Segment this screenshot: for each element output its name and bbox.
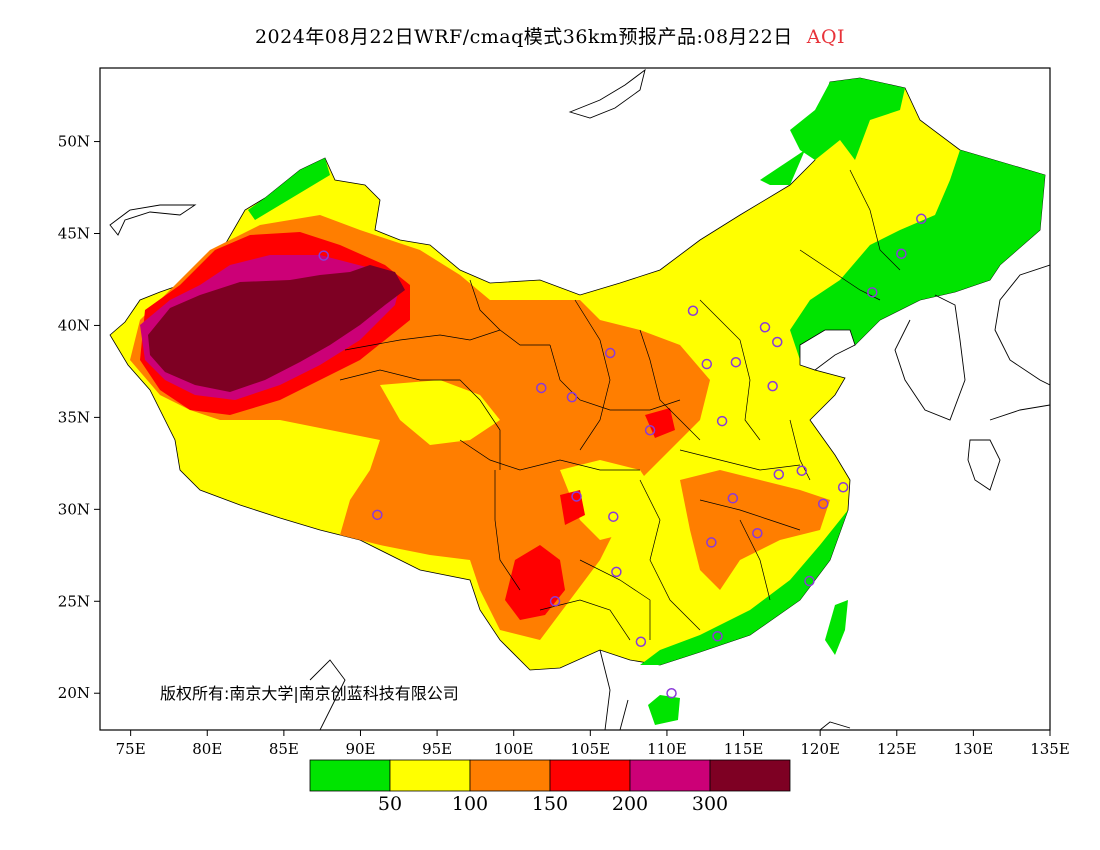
station-marker: [817, 498, 829, 510]
copyright-text: 版权所有:南京大学|南京创蓝科技有限公司: [160, 684, 459, 703]
station-marker: [896, 248, 907, 259]
station-marker: [635, 636, 647, 647]
station-marker: [571, 491, 582, 502]
x-axis-ticks: 75E 80E 85E 90E 95E 100E 105E 110E 115E 120E 125E 1…: [116, 730, 1070, 758]
lake-outline: [109, 204, 197, 236]
x-tick-label: 80E: [192, 740, 222, 758]
x-tick-label: 130E: [954, 740, 994, 758]
station-marker: [706, 537, 717, 548]
station-marker: [804, 575, 815, 587]
station-marker: [566, 391, 578, 403]
kyushu-coast: [967, 439, 1001, 491]
y-tick-label: 20N: [58, 684, 90, 702]
aqi-region-green-nw: [248, 158, 330, 220]
aqi-region-green-taiwan: [825, 600, 848, 655]
aqi-region-red-d: [645, 408, 675, 438]
legend-label: 150: [531, 793, 569, 815]
aqi-region-green-east: [790, 150, 1045, 370]
aqi-region-red-c: [560, 490, 585, 525]
station-marker: [773, 469, 785, 480]
station-marker: [604, 347, 616, 359]
legend-swatch: [549, 759, 631, 792]
map-title: 2024年08月22日WRF/cmaq模式36km预报产品:08月22日 AQI: [0, 22, 1100, 49]
map-frame: [99, 67, 1051, 731]
station-marker: [318, 250, 329, 261]
station-marker: [767, 380, 778, 392]
shikoku-coast: [989, 404, 1050, 421]
far-east-coast: [568, 68, 646, 119]
aqi-region-green-south: [640, 510, 848, 665]
station-marker: [916, 213, 927, 225]
x-tick-label: 105E: [571, 740, 611, 758]
legend-swatch: [629, 759, 711, 792]
x-tick-label: 85E: [269, 740, 299, 758]
station-marker: [867, 287, 878, 298]
y-tick-label: 45N: [58, 225, 90, 243]
x-tick-label: 95E: [422, 740, 452, 758]
station-marker: [372, 509, 383, 521]
color-legend: [309, 759, 791, 792]
aqi-region-green-hainan: [648, 695, 680, 725]
y-tick-label: 50N: [58, 133, 90, 151]
station-marker: [701, 358, 713, 370]
station-marker: [752, 527, 763, 539]
y-tick-label: 30N: [58, 500, 90, 518]
legend-label: 100: [451, 793, 489, 815]
station-marker: [536, 382, 547, 394]
station-marker: [644, 425, 656, 436]
legend-swatch: [309, 759, 391, 792]
station-marker: [716, 415, 728, 427]
legend-swatch: [469, 759, 551, 792]
aqi-region-yellow-inner: [380, 380, 500, 445]
x-tick-label: 75E: [116, 740, 146, 758]
station-marker: [687, 305, 699, 316]
station-marker: [611, 566, 622, 578]
station-marker: [549, 596, 561, 607]
korea-coast: [894, 294, 966, 421]
legend-swatch: [389, 759, 471, 792]
station-marker: [727, 493, 739, 504]
legend-label: 300: [691, 793, 729, 815]
title-variable: AQI: [806, 26, 846, 48]
station-marker: [608, 511, 619, 522]
province-boundaries: [339, 169, 901, 641]
station-marker: [796, 465, 808, 476]
y-tick-label: 25N: [58, 592, 90, 610]
legend-label: 50: [377, 793, 403, 815]
station-marker: [712, 630, 723, 642]
y-tick-label: 40N: [58, 316, 90, 334]
station-markers: [318, 213, 927, 699]
station-marker: [759, 322, 771, 333]
japan-coast: [994, 264, 1050, 386]
aqi-region-maroon: [148, 265, 405, 392]
x-tick-label: 90E: [345, 740, 375, 758]
station-marker: [772, 336, 783, 348]
bohai-sea: [799, 329, 856, 371]
station-marker: [666, 687, 677, 699]
legend-label: 200: [611, 793, 649, 815]
y-axis-ticks: 20N 25N 30N 35N 40N 45N 50N: [58, 133, 100, 702]
x-tick-label: 135E: [1030, 740, 1070, 758]
aqi-region-green-northeast: [790, 78, 905, 160]
x-tick-label: 125E: [877, 740, 917, 758]
y-tick-label: 35N: [58, 408, 90, 426]
legend-swatch: [709, 759, 791, 792]
x-tick-label: 120E: [800, 740, 840, 758]
se-asia-coast: [309, 649, 851, 730]
station-marker: [730, 356, 742, 368]
aqi-region-yellow-inner-2: [560, 460, 660, 540]
title-main: 2024年08月22日WRF/cmaq模式36km预报产品:08月22日: [254, 26, 793, 48]
x-tick-label: 100E: [494, 740, 534, 758]
aqi-region-green-north: [760, 150, 805, 185]
station-marker: [837, 482, 849, 493]
map-content: [109, 68, 1050, 730]
x-tick-label: 115E: [724, 740, 764, 758]
x-tick-label: 110E: [647, 740, 687, 758]
